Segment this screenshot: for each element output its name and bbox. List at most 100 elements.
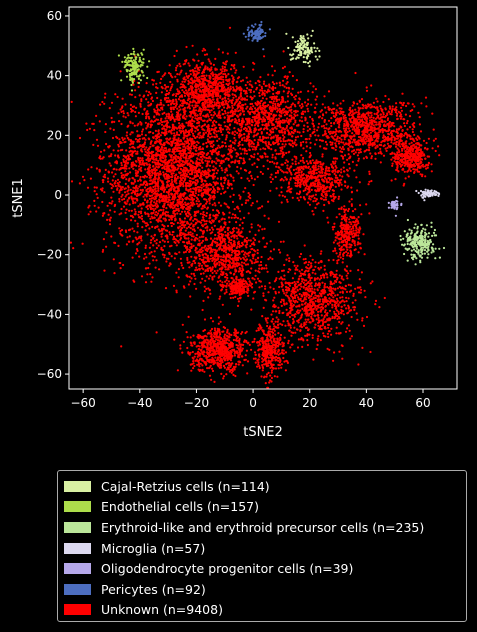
data-point: [167, 179, 170, 182]
data-point: [202, 185, 205, 188]
data-point: [205, 157, 208, 160]
data-point: [200, 248, 203, 251]
data-point: [190, 255, 193, 258]
data-point: [188, 97, 191, 100]
data-point: [215, 157, 218, 160]
data-point: [168, 91, 171, 94]
data-point: [187, 231, 190, 234]
data-point: [212, 165, 215, 168]
data-point: [167, 104, 170, 107]
data-point: [211, 116, 214, 119]
data-point: [261, 110, 264, 113]
data-point: [243, 152, 246, 155]
data-point: [241, 143, 244, 146]
data-point: [136, 150, 139, 153]
data-point: [213, 119, 216, 122]
data-point: [221, 141, 224, 144]
data-point: [192, 154, 195, 157]
data-point: [224, 60, 228, 64]
data-point: [148, 183, 151, 186]
data-point: [122, 263, 125, 267]
data-point: [107, 180, 110, 183]
data-point: [266, 155, 269, 158]
data-point: [178, 161, 181, 164]
data-point: [101, 187, 104, 190]
data-point: [265, 267, 268, 270]
data-point: [104, 92, 107, 95]
data-point: [266, 111, 269, 114]
data-point: [199, 134, 202, 137]
data-point: [173, 102, 176, 105]
data-point: [149, 206, 152, 209]
data-point: [195, 127, 198, 130]
data-point: [201, 161, 204, 164]
data-point: [136, 242, 139, 246]
data-point: [271, 160, 274, 163]
data-point: [224, 125, 227, 128]
data-point: [297, 124, 300, 127]
data-point: [278, 81, 281, 84]
data-point: [270, 148, 273, 151]
data-point: [174, 98, 177, 101]
data-point: [182, 137, 185, 140]
data-point: [309, 82, 312, 85]
data-point: [227, 78, 230, 81]
data-point: [203, 85, 206, 88]
data-point: [145, 82, 148, 85]
data-point: [143, 137, 146, 140]
data-point: [178, 251, 181, 254]
data-point: [165, 128, 168, 131]
data-point: [169, 137, 172, 140]
data-point: [135, 248, 139, 251]
data-point: [139, 105, 142, 108]
data-point: [314, 98, 317, 101]
data-point: [276, 110, 279, 113]
data-point: [152, 158, 156, 161]
data-point: [202, 102, 205, 105]
data-point: [137, 85, 140, 89]
data-point: [165, 89, 168, 92]
data-point: [194, 84, 197, 87]
data-point: [216, 269, 219, 272]
data-point: [256, 175, 259, 178]
data-point: [181, 183, 184, 186]
data-point: [159, 99, 162, 102]
data-point: [257, 207, 260, 210]
data-point: [224, 141, 227, 145]
data-point: [211, 276, 214, 279]
data-point: [192, 58, 195, 61]
data-point: [190, 147, 193, 150]
data-point: [159, 139, 162, 142]
data-point: [228, 26, 232, 29]
data-point: [168, 264, 171, 267]
data-point: [189, 227, 192, 230]
data-point: [270, 173, 273, 176]
data-point: [178, 133, 181, 137]
data-point: [276, 161, 279, 165]
data-point: [132, 150, 135, 153]
data-point: [153, 176, 156, 179]
data-point: [252, 68, 255, 71]
data-point: [248, 179, 251, 182]
data-point: [251, 202, 254, 205]
data-point: [290, 111, 293, 114]
data-point: [253, 127, 256, 130]
data-point: [172, 211, 175, 214]
data-point: [200, 259, 203, 262]
data-point: [163, 254, 166, 257]
data-point: [261, 93, 264, 96]
data-point: [228, 99, 232, 102]
data-point: [127, 179, 130, 182]
data-point: [267, 200, 270, 203]
data-point: [231, 118, 234, 121]
data-point: [252, 237, 255, 240]
data-point: [134, 138, 138, 141]
data-point: [180, 261, 183, 265]
data-point: [149, 174, 152, 177]
data-point: [186, 163, 189, 166]
data-point: [138, 241, 141, 244]
data-point: [117, 183, 120, 186]
data-point: [251, 277, 254, 280]
data-point: [172, 152, 176, 155]
data-point: [169, 222, 173, 225]
